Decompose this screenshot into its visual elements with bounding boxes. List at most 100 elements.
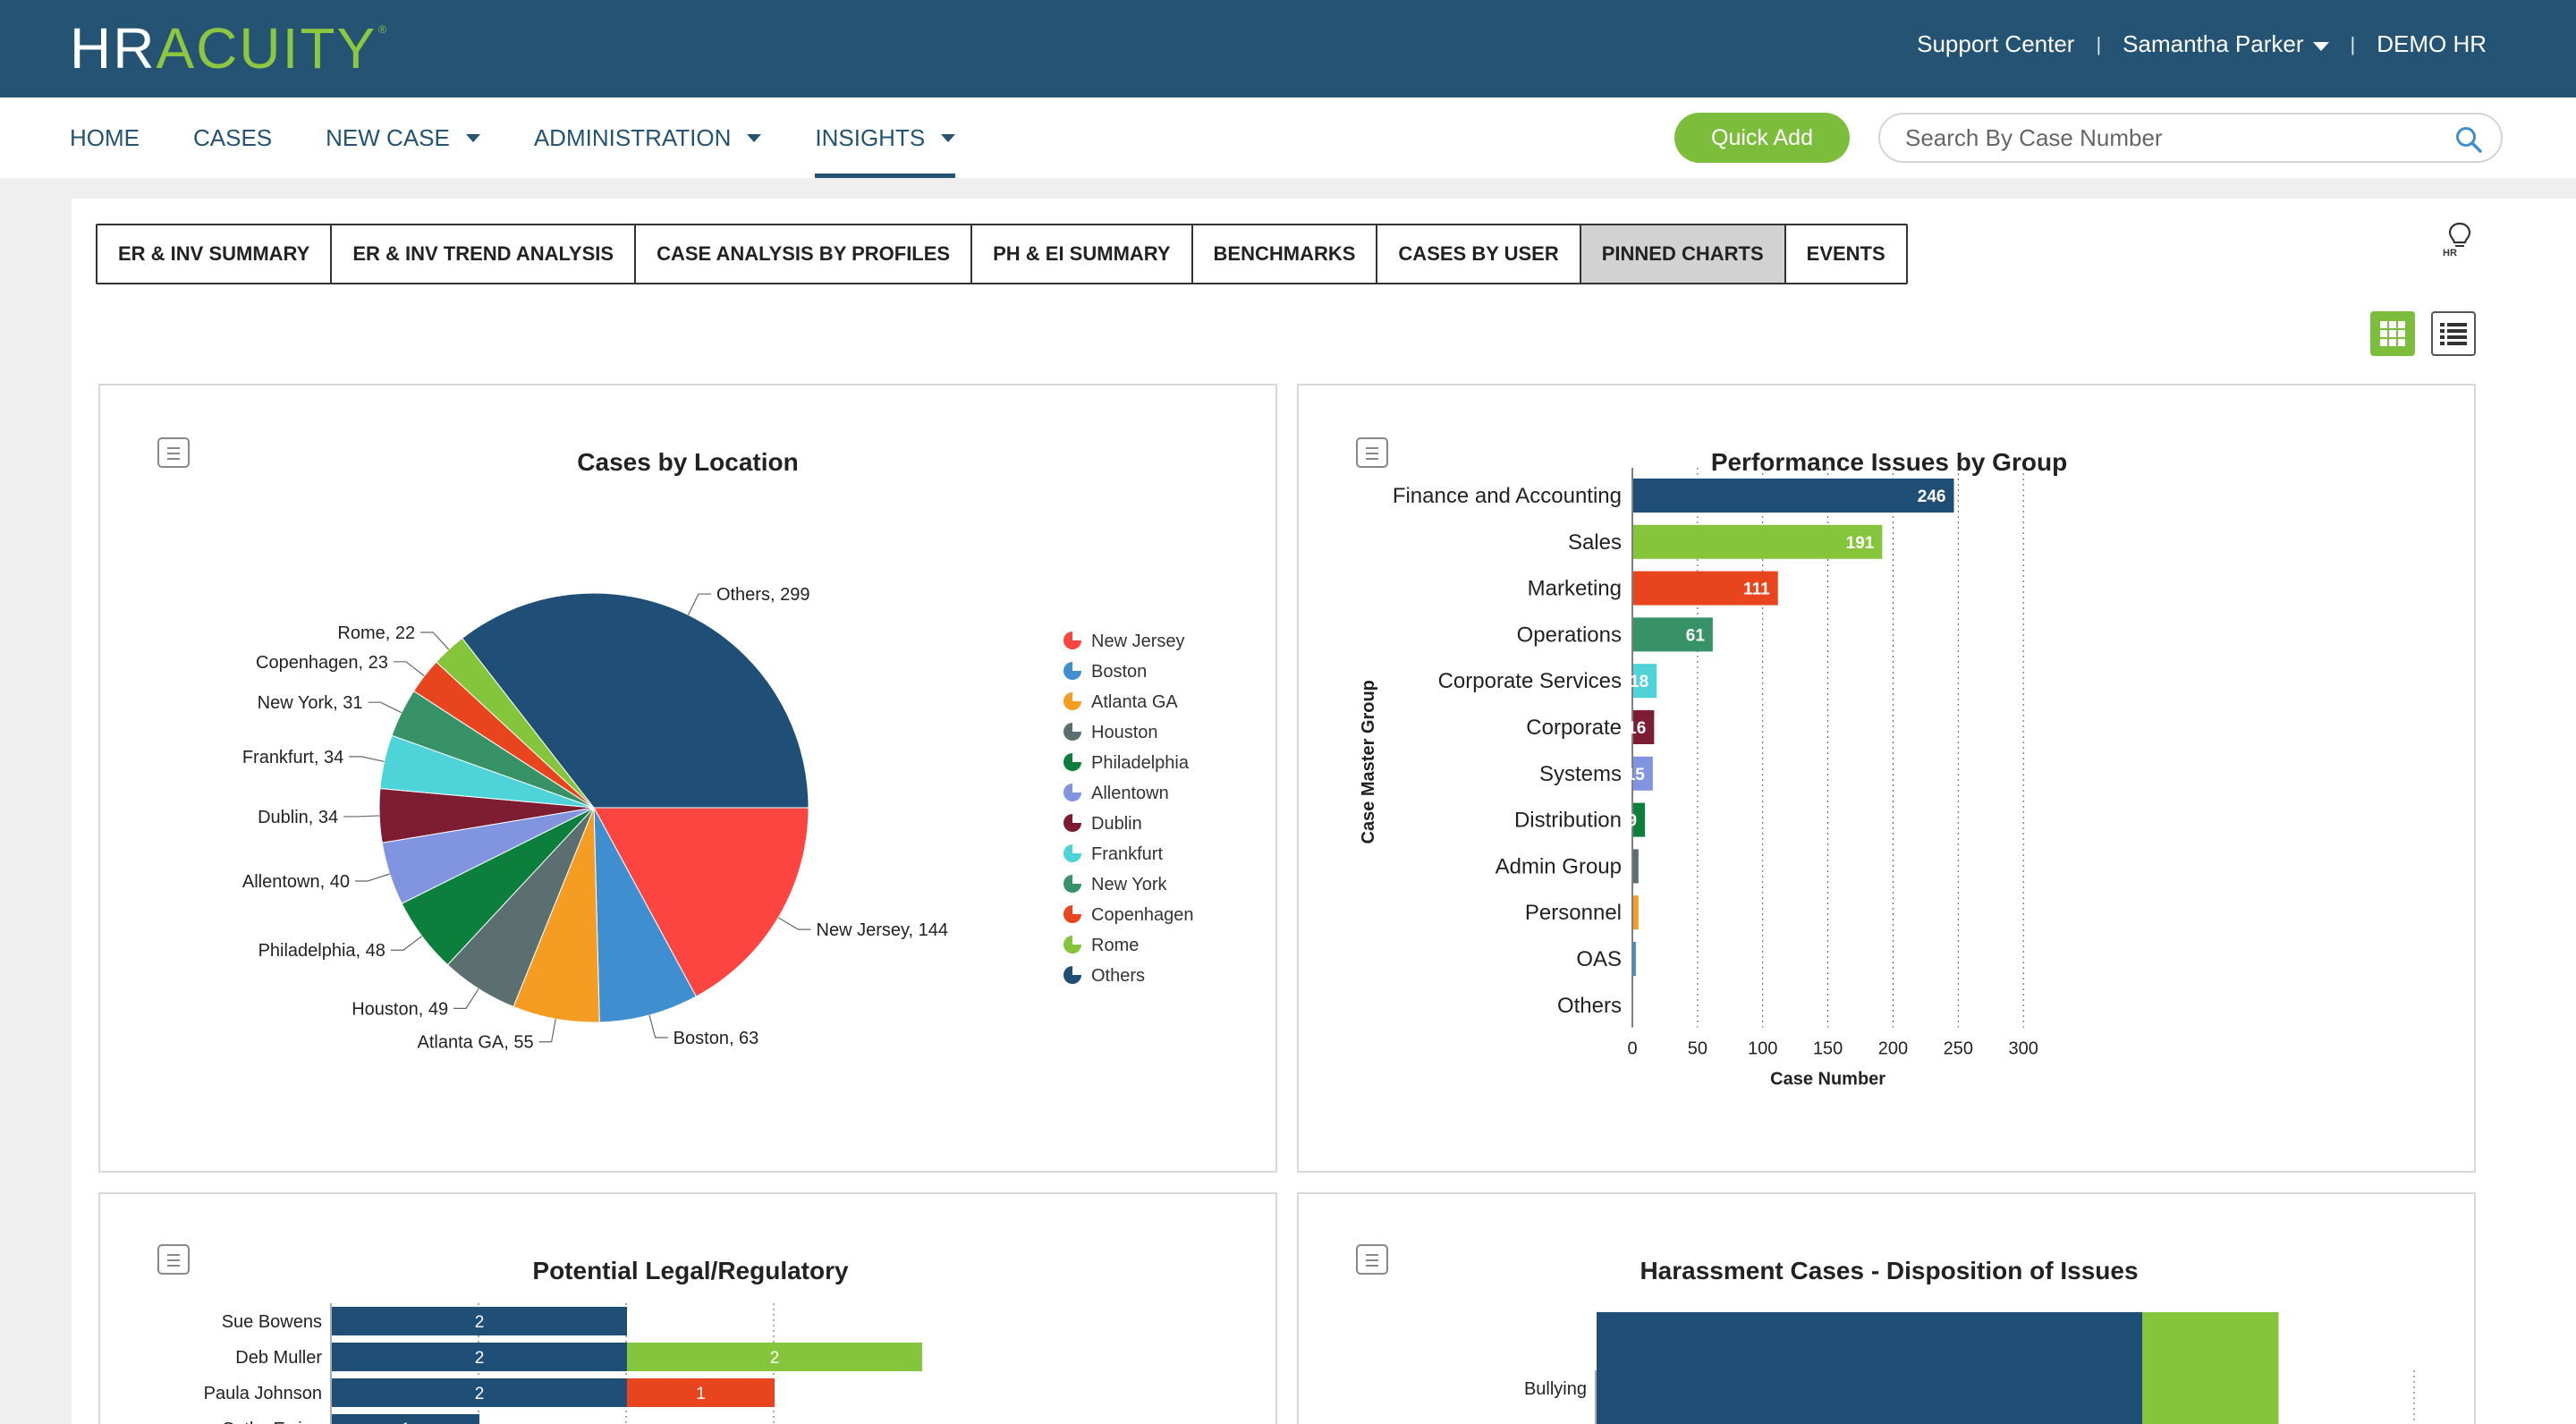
bar-value-label: 61 bbox=[1686, 626, 1706, 645]
bar-operations[interactable] bbox=[1633, 617, 1713, 652]
bar-distribution[interactable] bbox=[1633, 802, 1646, 837]
legend-item-boston[interactable]: Boston bbox=[1063, 662, 1147, 682]
bar-bullying[interactable] bbox=[2142, 1312, 2279, 1424]
legend-label: Atlanta GA bbox=[1091, 692, 1178, 712]
legend-item-rome[interactable]: Rome bbox=[1063, 936, 1139, 955]
bar-deb-muller[interactable] bbox=[627, 1343, 922, 1371]
chevron-down-icon bbox=[465, 133, 480, 142]
bar-value-label: 2 bbox=[770, 1349, 780, 1368]
bar-corporate[interactable] bbox=[1633, 710, 1655, 744]
pie-connector bbox=[343, 815, 380, 818]
pie-slice-others[interactable] bbox=[462, 592, 809, 809]
legend-marker-notch bbox=[1072, 905, 1081, 914]
x-tick-label: 200 bbox=[1878, 1039, 1908, 1059]
legend-item-new-york[interactable]: New York bbox=[1063, 875, 1167, 894]
legend-item-copenhagen[interactable]: Copenhagen bbox=[1063, 905, 1194, 925]
legend-item-philadelphia[interactable]: Philadelphia bbox=[1063, 753, 1190, 773]
grid-view-button[interactable] bbox=[2370, 311, 2415, 356]
quick-add-button[interactable]: Quick Add bbox=[1674, 113, 1850, 163]
pie-connector bbox=[648, 1014, 668, 1038]
y-tick-label: Corporate Services bbox=[1438, 669, 1622, 693]
search-icon[interactable] bbox=[2454, 125, 2483, 154]
separator: | bbox=[2096, 32, 2102, 55]
legend-item-frankfurt[interactable]: Frankfurt bbox=[1063, 844, 1163, 864]
bar-cathy-ewing[interactable] bbox=[332, 1414, 479, 1424]
pie-data-label: Frankfurt, 34 bbox=[242, 748, 343, 767]
tab-benchmarks[interactable]: BENCHMARKS bbox=[1192, 225, 1378, 283]
pie-slice-boston[interactable] bbox=[593, 807, 697, 1023]
user-menu[interactable]: Samantha Parker bbox=[2123, 30, 2329, 58]
nav-item-home[interactable]: HOME bbox=[70, 97, 140, 178]
chart-menu-icon[interactable] bbox=[1356, 437, 1388, 468]
nav-item-new-case[interactable]: NEW CASE bbox=[326, 97, 480, 178]
legend-marker-notch bbox=[1072, 875, 1081, 884]
y-tick-label: Sue Bowens bbox=[222, 1312, 322, 1332]
chart-menu-icon[interactable] bbox=[1356, 1244, 1388, 1275]
chart-title: Cases by Location bbox=[577, 448, 799, 476]
bar-finance-and-accounting[interactable] bbox=[1633, 479, 1954, 513]
nav-item-administration[interactable]: ADMINISTRATION bbox=[534, 97, 762, 178]
bar-oas[interactable] bbox=[1633, 942, 1636, 976]
bar-paula-johnson[interactable] bbox=[627, 1378, 775, 1407]
bar-systems[interactable] bbox=[1633, 756, 1653, 791]
nav-item-cases[interactable]: CASES bbox=[193, 97, 272, 178]
hracuity-logo[interactable]: HR ACUITY ® bbox=[70, 16, 388, 81]
nav-item-label: NEW CASE bbox=[326, 123, 450, 151]
logo-acuity-text: ACUITY bbox=[156, 16, 377, 81]
tab-case-analysis-by-profiles[interactable]: CASE ANALYSIS BY PROFILES bbox=[636, 225, 973, 283]
tab-cases-by-user[interactable]: CASES BY USER bbox=[1377, 225, 1581, 283]
legend-label: Rome bbox=[1091, 936, 1139, 955]
bar-bullying[interactable] bbox=[1597, 1312, 2142, 1424]
stacked-bar-chart: Bullying bbox=[1524, 1312, 2415, 1424]
legend-item-atlanta-ga[interactable]: Atlanta GA bbox=[1063, 692, 1178, 712]
chart-menu-icon[interactable] bbox=[157, 437, 190, 468]
pie-data-label: Dublin, 34 bbox=[258, 808, 338, 827]
legend-label: New York bbox=[1091, 875, 1167, 894]
x-tick-label: 150 bbox=[1813, 1039, 1843, 1059]
bar-admin-group[interactable] bbox=[1633, 849, 1639, 884]
legend-marker-notch bbox=[1072, 692, 1081, 701]
y-tick-label: Deb Muller bbox=[235, 1348, 322, 1368]
bar-sue-bowens[interactable] bbox=[332, 1307, 627, 1335]
legend-item-dublin[interactable]: Dublin bbox=[1063, 814, 1142, 834]
bar-deb-muller[interactable] bbox=[332, 1343, 627, 1371]
y-tick-label: Finance and Accounting bbox=[1393, 484, 1622, 508]
nav-item-insights[interactable]: INSIGHTS bbox=[815, 97, 956, 178]
list-icon bbox=[2440, 323, 2467, 345]
chart-menu-icon[interactable] bbox=[157, 1244, 190, 1275]
org-name[interactable]: DEMO HR bbox=[2377, 30, 2487, 57]
bar-value-label: 111 bbox=[1743, 581, 1770, 599]
legend-marker-notch bbox=[1072, 784, 1081, 793]
search-box bbox=[1878, 113, 2503, 163]
pie-connector bbox=[354, 873, 390, 882]
tab-er-inv-summary[interactable]: ER & INV SUMMARY bbox=[97, 225, 333, 283]
tab-pinned-charts[interactable]: PINNED CHARTS bbox=[1580, 225, 1786, 283]
nav-item-label: CASES bbox=[193, 123, 273, 151]
grid-icon bbox=[2380, 321, 2405, 346]
bar-value-label: 16 bbox=[1627, 719, 1646, 738]
legend-item-new-jersey[interactable]: New Jersey bbox=[1063, 631, 1184, 651]
separator: | bbox=[2350, 32, 2356, 55]
list-view-button[interactable] bbox=[2431, 311, 2476, 356]
pie-connector bbox=[777, 917, 811, 930]
legend-label: Copenhagen bbox=[1091, 905, 1194, 925]
pie-slice-new-jersey[interactable] bbox=[593, 807, 809, 997]
pie-chart: New Jersey, 144 Boston, 63 Atlanta GA, 55 H… bbox=[242, 585, 1194, 1053]
tab-events[interactable]: EVENTS bbox=[1785, 225, 1906, 283]
legend-item-allentown[interactable]: Allentown bbox=[1063, 784, 1169, 803]
bar-sales[interactable] bbox=[1633, 524, 1883, 559]
bar-marketing[interactable] bbox=[1633, 571, 1778, 606]
bar-paula-johnson[interactable] bbox=[332, 1378, 627, 1407]
bar-personnel[interactable] bbox=[1633, 895, 1639, 930]
legend-item-houston[interactable]: Houston bbox=[1063, 723, 1158, 742]
bar-value-label: 191 bbox=[1846, 534, 1875, 553]
legend-item-others[interactable]: Others bbox=[1063, 966, 1145, 986]
support-center-link[interactable]: Support Center bbox=[1917, 30, 2075, 57]
lightbulb-tips-icon[interactable]: HR bbox=[2440, 220, 2479, 259]
bar-corporate-services[interactable] bbox=[1633, 664, 1657, 699]
tab-ph-ei-summary[interactable]: PH & EI SUMMARY bbox=[972, 225, 1193, 283]
tab-er-inv-trend-analysis[interactable]: ER & INV TREND ANALYSIS bbox=[332, 225, 637, 283]
legend-marker-notch bbox=[1072, 936, 1081, 945]
search-input[interactable] bbox=[1905, 114, 2442, 161]
bar-value-label: 1 bbox=[696, 1385, 706, 1403]
